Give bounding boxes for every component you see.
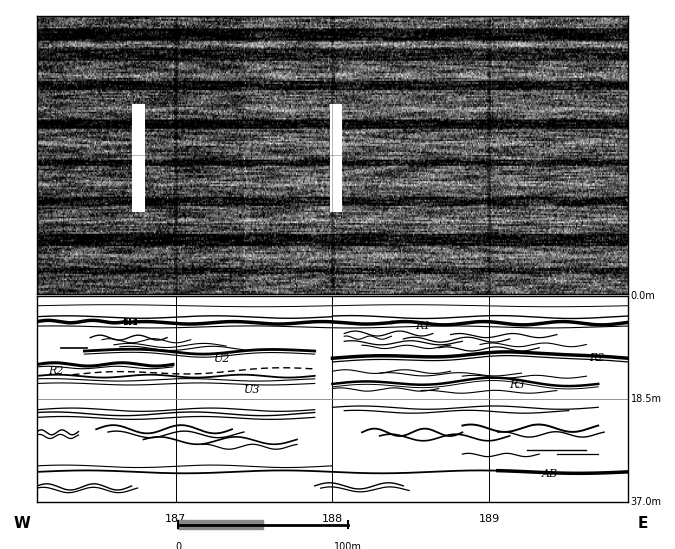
Text: III: III: [124, 318, 136, 327]
Text: 18.5m: 18.5m: [630, 394, 662, 405]
Text: R1: R1: [415, 321, 431, 331]
Text: W: W: [14, 516, 31, 531]
Text: 187: 187: [165, 514, 186, 524]
Text: E: E: [637, 516, 648, 531]
Text: AB: AB: [542, 468, 558, 479]
Text: 189: 189: [479, 514, 500, 524]
Text: 188: 188: [322, 514, 343, 524]
Text: 0.0m: 0.0m: [630, 292, 655, 301]
Text: U3: U3: [244, 385, 261, 395]
Text: R2: R2: [48, 366, 63, 376]
Bar: [134, 105, 144, 210]
Text: R2: R2: [589, 353, 605, 363]
Text: 37.0m: 37.0m: [630, 497, 662, 507]
Text: 0: 0: [175, 542, 182, 549]
Text: 100m: 100m: [334, 542, 362, 549]
Text: U2: U2: [215, 354, 231, 364]
Text: R3: R3: [510, 380, 525, 390]
Bar: [331, 105, 342, 210]
